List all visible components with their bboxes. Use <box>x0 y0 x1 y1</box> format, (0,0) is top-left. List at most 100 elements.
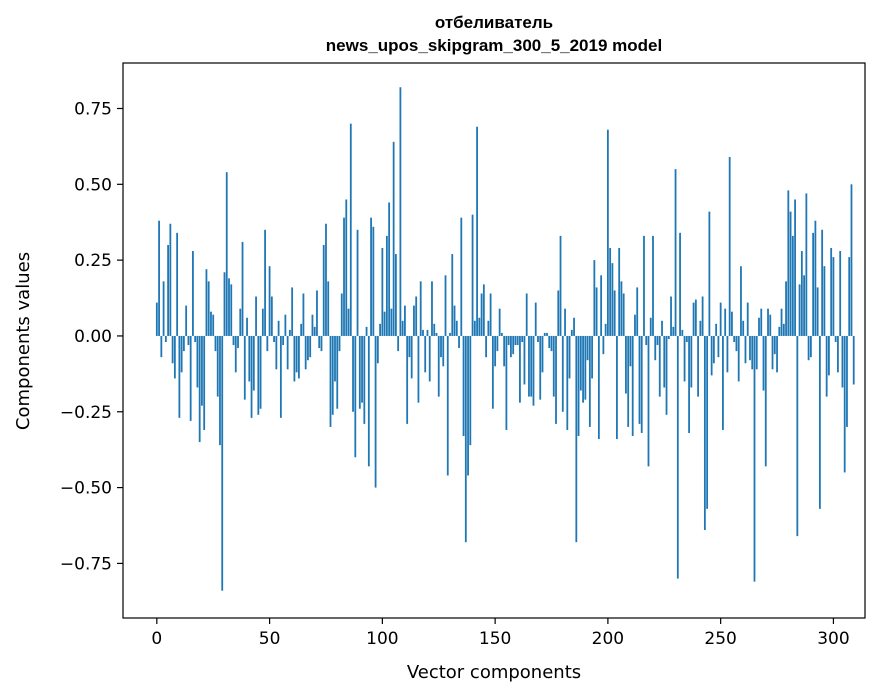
bar <box>552 335 555 397</box>
bar <box>769 314 772 336</box>
bar <box>525 293 528 336</box>
bar <box>726 335 729 373</box>
bar <box>595 287 598 336</box>
bar <box>654 335 657 361</box>
bar <box>349 123 352 336</box>
bar <box>604 323 607 336</box>
bar <box>419 281 422 336</box>
bar <box>228 278 230 336</box>
bar <box>496 335 499 352</box>
bar <box>196 335 199 388</box>
bar <box>539 335 542 400</box>
bar <box>523 335 526 385</box>
bar <box>325 223 327 336</box>
bar <box>812 232 815 336</box>
bar <box>451 254 454 336</box>
bar <box>573 317 575 336</box>
bar <box>528 335 530 397</box>
bar <box>773 335 776 355</box>
bar <box>435 332 438 336</box>
bar <box>647 335 650 467</box>
bar <box>347 308 350 336</box>
bar <box>478 317 481 336</box>
bar <box>762 335 765 391</box>
bar <box>158 220 160 336</box>
bar <box>724 308 727 336</box>
bar <box>694 299 697 336</box>
bar <box>550 335 553 352</box>
bar <box>828 335 830 376</box>
x-tick-label: 0 <box>151 629 162 649</box>
chart-title: отбеливатель <box>435 13 553 32</box>
bar <box>787 190 790 336</box>
bar <box>848 257 851 336</box>
bar <box>778 326 781 336</box>
bar <box>703 335 706 531</box>
bar <box>690 335 693 388</box>
bar <box>503 335 506 367</box>
bar <box>354 335 357 458</box>
bar <box>279 335 282 418</box>
bar <box>230 284 233 336</box>
bar <box>404 305 406 336</box>
bar <box>288 329 291 336</box>
bar <box>597 335 600 440</box>
bar <box>611 263 614 336</box>
bar <box>843 335 846 473</box>
bar <box>187 335 190 346</box>
bar <box>469 335 472 446</box>
bar <box>379 323 381 336</box>
bar <box>207 281 210 336</box>
bar <box>537 335 539 343</box>
bar <box>760 308 763 336</box>
bar <box>467 335 469 476</box>
bar <box>363 335 366 424</box>
bar <box>453 305 456 336</box>
bar <box>555 335 557 424</box>
bar <box>164 335 167 343</box>
bar <box>343 217 345 336</box>
bar <box>548 335 551 349</box>
bar <box>807 335 810 361</box>
plot-frame <box>122 62 866 619</box>
bar <box>636 287 639 336</box>
bar <box>307 335 309 361</box>
bar <box>649 317 652 336</box>
bar <box>634 314 636 336</box>
bar <box>519 335 521 403</box>
bar <box>796 335 799 537</box>
bar <box>318 335 321 349</box>
bar <box>728 157 731 336</box>
bar <box>173 335 176 379</box>
bar <box>282 335 285 346</box>
bar <box>356 229 359 336</box>
bar <box>426 329 429 336</box>
bar <box>372 226 375 336</box>
bar <box>189 335 192 421</box>
bar <box>329 335 332 427</box>
bar <box>785 281 787 336</box>
bar <box>284 314 287 336</box>
bar <box>771 335 774 370</box>
bar <box>532 335 535 406</box>
bar <box>744 335 747 364</box>
bar <box>834 335 837 343</box>
x-axis-label: Vector components <box>407 662 581 683</box>
bar <box>311 314 314 336</box>
bar <box>672 326 675 336</box>
bar <box>652 235 654 336</box>
bar <box>719 302 722 336</box>
bar <box>656 335 659 346</box>
x-axis-ticks: 0 50 100 150 200 250 300 <box>151 618 850 649</box>
bar <box>444 275 447 336</box>
bar <box>192 251 194 336</box>
bar <box>293 335 296 382</box>
bar <box>167 244 169 336</box>
bar <box>309 335 312 358</box>
bar <box>194 335 197 343</box>
bar <box>740 266 742 336</box>
bar <box>365 326 368 336</box>
bar <box>336 335 339 409</box>
bar <box>546 332 548 336</box>
bar <box>821 229 824 336</box>
